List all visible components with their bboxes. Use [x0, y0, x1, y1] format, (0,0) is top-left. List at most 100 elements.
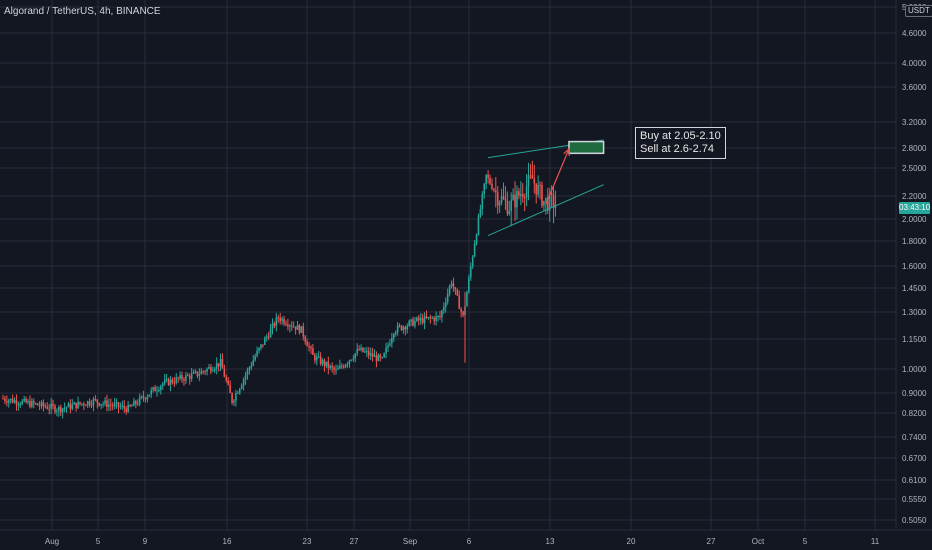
candle-body: [171, 379, 174, 383]
candle-body: [450, 283, 453, 287]
trade-note-buy: Buy at 2.05-2.10: [640, 130, 721, 142]
candle-body: [79, 401, 81, 405]
candle-body: [69, 403, 72, 409]
candle-body: [350, 359, 353, 361]
candle-body: [548, 193, 551, 211]
candle-body: [518, 191, 520, 196]
candle-body: [262, 344, 264, 346]
time-tick-label: 5: [803, 537, 808, 546]
candle-body: [19, 404, 22, 406]
candle-body: [289, 325, 291, 327]
candle-body: [63, 407, 66, 409]
candle-body: [500, 196, 503, 203]
candle-body: [240, 385, 243, 389]
candle-body: [206, 368, 208, 372]
candle-body: [160, 385, 162, 390]
candle-body: [202, 371, 204, 373]
candle-body: [40, 402, 43, 406]
candle-body: [100, 404, 102, 406]
projection-arrow-line: [545, 148, 570, 205]
candle-body: [456, 289, 459, 296]
candle-body: [229, 384, 231, 394]
candle-body: [300, 326, 303, 333]
candlestick-series: [2, 160, 557, 419]
candle-body: [140, 396, 143, 398]
candle-body: [129, 405, 131, 407]
candle-body: [502, 196, 505, 199]
price-tick-label: 1.8000: [902, 237, 927, 246]
candle-body: [54, 405, 56, 412]
candle-body: [344, 364, 347, 368]
price-axis[interactable]: 4.6000 4.0000 3.6000 3.2000 2.8000 2.5000 2.20…: [902, 3, 927, 525]
candle-body: [42, 402, 45, 407]
currency-badge[interactable]: USDT: [905, 5, 932, 17]
candle-body: [362, 347, 364, 352]
candle-body: [244, 375, 247, 380]
candle-body: [310, 347, 312, 349]
candle-body: [348, 360, 351, 364]
candle-body: [444, 302, 447, 307]
candle-body: [373, 355, 376, 357]
candle-body: [142, 396, 145, 399]
candle-body: [302, 326, 305, 337]
candle-body: [458, 295, 461, 309]
candle-body: [188, 375, 191, 379]
time-tick-label: Oct: [752, 537, 765, 546]
candle-body: [356, 349, 358, 354]
candle-body: [73, 402, 76, 405]
candle-body: [510, 199, 512, 212]
candle-body: [481, 194, 484, 210]
candle-body: [33, 400, 35, 404]
candle-body: [367, 351, 370, 356]
candle-body: [52, 403, 54, 406]
price-tick-label: 2.8000: [902, 144, 927, 153]
candle-body: [7, 400, 10, 403]
candle-body: [471, 256, 474, 267]
candle-body: [495, 190, 497, 193]
price-tick-label: 2.0000: [902, 215, 927, 224]
candle-body: [185, 375, 187, 381]
candle-body: [319, 356, 322, 364]
time-axis[interactable]: Aug 5 9 16 23 27 Sep 6 13 20 27 Oct 5 11: [45, 537, 880, 546]
candle-body: [281, 318, 283, 321]
candle-body: [194, 371, 197, 373]
candle-body: [546, 197, 549, 211]
candle-body: [375, 355, 378, 362]
candle-body: [389, 343, 391, 346]
candle-body: [204, 371, 206, 373]
candle-body: [237, 392, 239, 394]
time-tick-label: 11: [871, 537, 880, 546]
candle-body: [111, 405, 114, 407]
candle-body: [306, 341, 308, 347]
candle-body: [441, 310, 443, 318]
candle-body: [290, 325, 293, 327]
chart-grid: [0, 0, 896, 530]
candle-body: [483, 183, 486, 195]
candle-body: [287, 324, 289, 327]
candle-body: [304, 336, 307, 342]
candle-body: [131, 405, 133, 407]
candle-body: [360, 347, 362, 350]
candle-body: [254, 356, 256, 361]
candle-body: [29, 401, 31, 407]
candle-body: [314, 354, 316, 361]
candle-body: [479, 209, 482, 217]
candle-body: [256, 350, 258, 357]
candle-body: [81, 403, 83, 405]
candle-body: [169, 379, 172, 386]
price-tick-label: 4.6000: [902, 29, 927, 38]
trade-note[interactable]: Buy at 2.05-2.10 Sell at 2.6-2.74: [635, 127, 726, 159]
candle-body: [473, 243, 476, 257]
candle-body: [61, 408, 64, 413]
candle-body: [439, 316, 441, 318]
candle-body: [58, 406, 60, 411]
candle-body: [550, 193, 553, 195]
price-tick-label: 1.0000: [902, 365, 927, 374]
candle-body: [491, 183, 493, 190]
candle-body: [152, 387, 154, 390]
candle-body: [537, 184, 539, 195]
candle-body: [83, 403, 85, 406]
candle-body: [541, 185, 543, 206]
candle-body: [468, 277, 470, 293]
